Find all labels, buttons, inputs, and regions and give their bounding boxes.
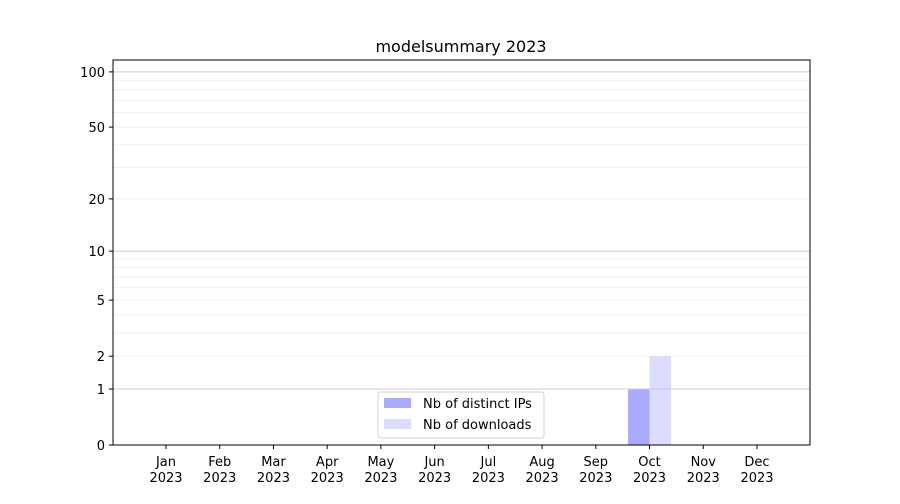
y-tick-label: 100	[80, 66, 105, 81]
bar-downloads	[649, 356, 672, 445]
bar-distinct-ips	[628, 388, 650, 445]
y-tick-label: 5	[97, 294, 105, 309]
legend-swatch	[384, 419, 411, 429]
x-tick-label: Oct 2023	[633, 455, 666, 486]
y-tick-label: 1	[97, 383, 105, 398]
x-tick-label: May 2023	[364, 455, 397, 486]
y-tick-label: 50	[88, 121, 105, 136]
chart-title: modelsummary 2023	[375, 37, 546, 56]
x-tick-label: Apr 2023	[311, 455, 344, 486]
plot-frame	[112, 59, 811, 446]
x-tick-label: Feb 2023	[203, 455, 236, 486]
grid	[113, 79, 810, 357]
y-tick-label: 10	[88, 245, 105, 260]
legend-label: Nb of distinct IPs	[423, 397, 532, 412]
y-tick-label: 0	[97, 439, 105, 454]
y-tick-label: 20	[88, 193, 105, 208]
legend-label: Nb of downloads	[423, 418, 532, 433]
legend: Nb of distinct IPs Nb of downloads	[377, 391, 545, 439]
x-tick-label: Jan 2023	[149, 455, 182, 486]
x-tick-label: Dec 2023	[740, 455, 773, 486]
x-tick-label: Jun 2023	[418, 455, 451, 486]
x-tick-label: Nov 2023	[687, 455, 720, 486]
x-tick-label: Aug 2023	[526, 455, 559, 486]
y-tick-label: 2	[97, 350, 105, 365]
legend-swatch	[384, 398, 411, 408]
grid-major	[113, 71, 810, 390]
x-axis: Jan 2023 Feb 2023 Mar 2023 Apr 2023 May 2023 Jun 20…	[149, 445, 774, 486]
x-tick-label: Sep 2023	[579, 455, 612, 486]
y-axis: 0 1 2 5 10 20 50 100	[80, 66, 113, 454]
bars	[628, 356, 672, 445]
legend-box	[377, 391, 545, 439]
x-tick-label: Jul 2023	[472, 455, 505, 486]
x-tick-label: Mar 2023	[257, 455, 290, 486]
